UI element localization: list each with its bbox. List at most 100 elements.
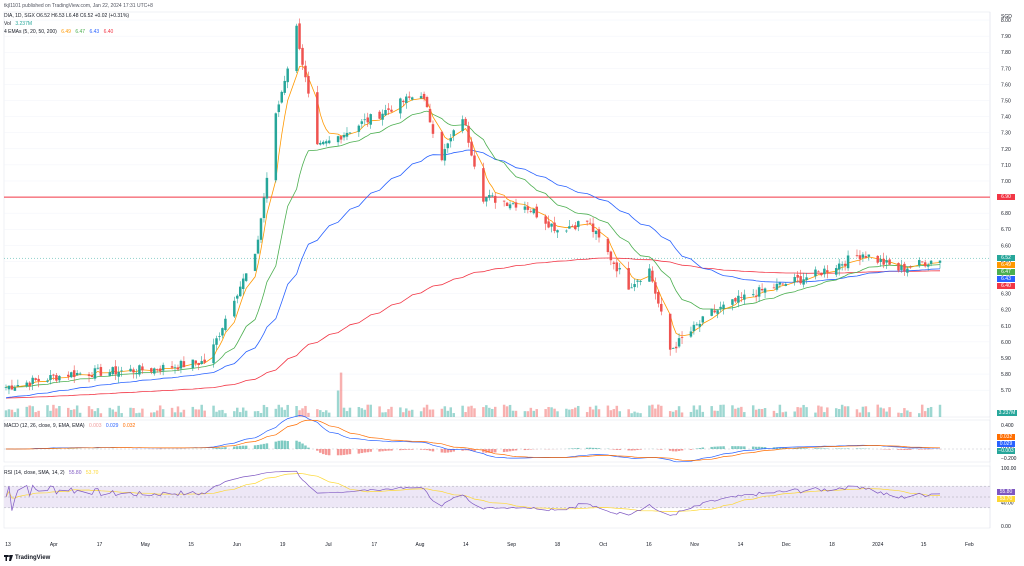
volume-bar — [918, 413, 921, 417]
macd-histogram-bar — [390, 449, 393, 451]
candle-body — [173, 367, 177, 369]
volume-bar — [523, 411, 527, 417]
macd-histogram-bar — [265, 443, 269, 449]
macd-histogram-bar — [491, 449, 494, 453]
candle-body — [446, 143, 450, 149]
volume-bar — [253, 411, 257, 417]
macd-histogram-bar — [357, 449, 361, 454]
macd-histogram-bar — [511, 449, 515, 451]
volume-bar — [390, 406, 393, 417]
macd-histogram-bar — [710, 446, 713, 449]
candle-body — [256, 239, 260, 254]
rsi-legend: RSI (14, close, SMA, 14, 2) 55.80 53.70 — [4, 470, 98, 476]
volume-bar — [547, 407, 550, 417]
volume-bar — [319, 410, 322, 417]
volume-bar — [10, 409, 14, 417]
volume-bar — [716, 410, 719, 417]
time-axis-label: Jul — [325, 542, 331, 548]
candle-body — [72, 370, 76, 378]
macd-histogram-bar — [470, 449, 473, 451]
volume-bar — [286, 404, 289, 417]
candle-body — [529, 211, 533, 212]
macd-tag: 0.029 — [997, 441, 1015, 447]
candle-body — [304, 65, 307, 78]
volume-bar — [888, 407, 891, 417]
candle-body — [577, 221, 580, 228]
macd-histogram-bar — [366, 449, 369, 453]
volume-bar — [633, 411, 636, 417]
macd-histogram-bar — [244, 445, 248, 449]
volume-bar — [858, 412, 862, 417]
candle-body — [633, 284, 636, 288]
volume-bar — [553, 408, 556, 417]
candle-body — [846, 255, 850, 269]
volume-bar — [639, 413, 642, 417]
volume-bar — [701, 411, 705, 417]
candle-body — [449, 138, 453, 142]
macd-histogram-bar — [241, 445, 245, 449]
macd-histogram-bar — [529, 449, 533, 450]
volume-label-text: Vol — [4, 21, 11, 27]
macd-histogram-bar — [737, 446, 740, 449]
volume-bar — [452, 413, 455, 417]
volume-bar — [34, 412, 37, 417]
candle-body — [757, 287, 761, 297]
macd-histogram-bar — [502, 449, 506, 453]
candle-body — [882, 258, 885, 265]
rsi-axis-label: 100.00 — [1001, 466, 1017, 472]
volume-bar — [864, 406, 868, 417]
candle-body — [612, 262, 616, 264]
candle-body — [772, 287, 776, 289]
candle-body — [713, 310, 716, 313]
candle-body — [799, 276, 802, 284]
macd-histogram-bar — [262, 443, 266, 449]
volume-bar — [155, 410, 159, 417]
macd-line-value: 0.029 — [105, 423, 119, 429]
rsi-value: 55.80 — [68, 470, 82, 476]
volume-bar — [627, 409, 630, 417]
candle-body — [547, 221, 550, 228]
price-tick-label: 6.30 — [1001, 292, 1011, 298]
macd-histogram-bar — [348, 449, 352, 455]
macd-histogram-bar — [799, 448, 802, 449]
currency-label: SGD — [1001, 14, 1012, 20]
candle-body — [135, 373, 138, 375]
macd-histogram-bar — [369, 449, 372, 452]
macd-histogram-bar — [408, 449, 411, 450]
candle-body — [283, 80, 286, 93]
volume-bar — [381, 412, 384, 417]
volume-bar — [772, 410, 776, 417]
volume-bar — [75, 405, 79, 417]
candle-body — [381, 113, 384, 120]
macd-histogram-bar — [327, 449, 331, 456]
volume-bar — [846, 406, 850, 417]
ema200-line — [5, 257, 941, 399]
macd-histogram-bar — [253, 445, 257, 449]
volume-bar — [514, 410, 518, 417]
volume-bar — [262, 404, 266, 417]
candle-body — [618, 268, 622, 270]
volume-bar — [233, 411, 236, 417]
candle-body — [244, 273, 248, 281]
price-tag: 6.49 — [997, 262, 1015, 269]
candle-body — [298, 23, 301, 49]
volume-bar — [508, 404, 512, 417]
candle-body — [867, 254, 871, 257]
volume-bar — [244, 410, 248, 417]
candle-body — [132, 369, 135, 373]
volume-bar — [719, 404, 722, 417]
price-tick-label: 8.00 — [1001, 18, 1011, 24]
volume-bar — [781, 412, 785, 417]
candle-body — [170, 366, 174, 368]
volume-bar — [58, 406, 61, 417]
macd-histogram-bar — [239, 445, 242, 449]
macd-histogram-bar — [301, 443, 304, 449]
candle-body — [743, 294, 746, 300]
price-tick-label: 7.60 — [1001, 82, 1011, 88]
volume-bar — [511, 410, 515, 417]
candle-body — [34, 378, 37, 380]
volume-bar — [938, 404, 942, 417]
macd-histogram-bar — [594, 447, 598, 449]
volume-bar — [176, 406, 180, 417]
